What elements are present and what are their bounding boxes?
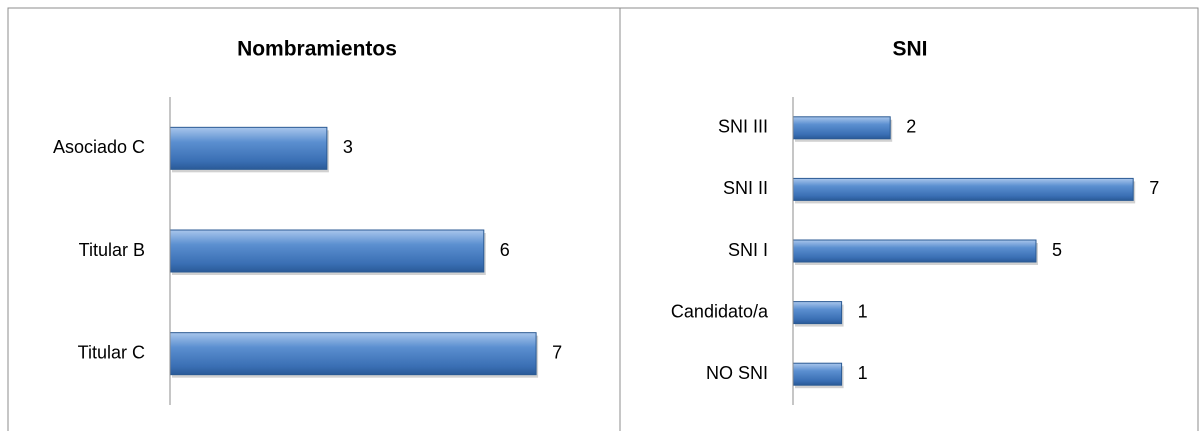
panel-border xyxy=(619,7,1199,431)
bar xyxy=(169,332,537,376)
bar xyxy=(792,362,843,386)
data-label: 1 xyxy=(858,363,868,383)
y-tick-label: SNI I xyxy=(728,240,768,260)
chart-title: Nombramientos xyxy=(237,38,397,61)
bar xyxy=(169,126,328,170)
y-tick-label: SNI III xyxy=(718,117,768,137)
y-tick-label: SNI II xyxy=(723,178,768,198)
y-tick-label: Titular B xyxy=(79,240,145,260)
bar xyxy=(792,116,891,140)
y-tick-label: Asociado C xyxy=(53,137,145,157)
y-tick-label: Candidato/a xyxy=(671,301,769,321)
bar xyxy=(792,177,1134,201)
bar xyxy=(792,239,1037,263)
bar xyxy=(169,229,485,273)
y-tick-label: Titular C xyxy=(78,342,145,362)
data-label: 6 xyxy=(500,240,510,260)
data-label: 5 xyxy=(1052,240,1062,260)
y-tick-label: NO SNI xyxy=(706,363,768,383)
chart-title: SNI xyxy=(892,38,927,61)
bar xyxy=(792,301,843,325)
data-label: 2 xyxy=(906,117,916,137)
data-label: 7 xyxy=(552,342,562,362)
data-label: 7 xyxy=(1149,178,1159,198)
data-label: 3 xyxy=(343,137,353,157)
data-label: 1 xyxy=(858,301,868,321)
